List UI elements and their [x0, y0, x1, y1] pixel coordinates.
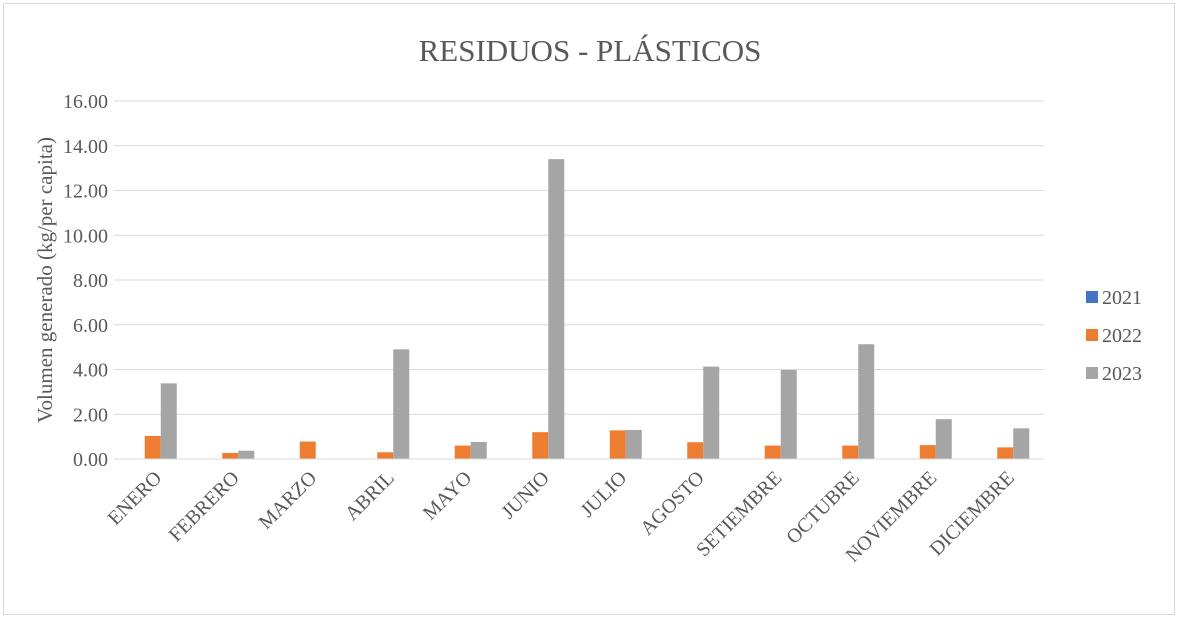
y-tick-label: 16.00: [63, 91, 108, 113]
y-tick-label: 8.00: [73, 270, 108, 292]
bar-2022-marzo: [299, 441, 316, 459]
legend-label: 2022: [1102, 325, 1142, 347]
y-tick-label: 2.00: [73, 404, 108, 426]
legend: 2021 2022 2023: [1086, 287, 1142, 385]
bar-2023-enero: [160, 383, 177, 459]
legend-swatch-2021: [1086, 291, 1098, 303]
y-axis-ticks: 0.00 2.00 4.00 6.00 8.00 10.00 12.00 14.00 16.00: [63, 91, 108, 471]
bar-2022-agosto: [687, 442, 704, 459]
bar-2022-diciembre: [997, 447, 1014, 459]
bar-2022-febrero: [222, 452, 239, 459]
bars: [144, 159, 1030, 460]
bar-2023-diciembre: [1013, 428, 1030, 459]
bar-2022-setiembre: [764, 445, 781, 459]
bar-2023-noviembre: [935, 419, 952, 459]
gridlines: [114, 100, 1044, 415]
legend-swatch-2022: [1086, 329, 1098, 341]
bar-2022-noviembre: [919, 445, 936, 459]
bar-2022-enero: [144, 435, 161, 459]
x-category-label: OCTUBRE: [782, 467, 864, 549]
bar-2023-mayo: [470, 441, 487, 459]
x-category-label: JULIO: [576, 467, 631, 522]
x-category-label: AGOSTO: [636, 467, 709, 540]
x-category-label: ABRIL: [341, 467, 399, 525]
x-category-label: MARZO: [255, 467, 322, 534]
y-axis-label: Volumen generado (kg/per capita): [33, 137, 57, 423]
bar-2023-agosto: [703, 366, 720, 459]
chart-title: RESIDUOS - PLÁSTICOS: [419, 33, 762, 68]
bar-2023-julio: [625, 429, 642, 459]
y-tick-label: 6.00: [73, 315, 108, 337]
bar-2023-febrero: [238, 450, 255, 459]
bar-2022-octubre: [842, 445, 859, 459]
legend-label: 2023: [1102, 363, 1142, 385]
y-tick-label: 0.00: [73, 449, 108, 471]
bar-2022-julio: [609, 430, 626, 459]
legend-swatch-2023: [1086, 367, 1098, 379]
bar-2023-setiembre: [780, 369, 797, 459]
x-category-label: ENERO: [104, 467, 167, 530]
bar-2022-abril: [377, 452, 394, 459]
y-tick-label: 12.00: [63, 181, 108, 203]
x-category-label: FEBRERO: [165, 467, 244, 546]
bar-2022-mayo: [454, 445, 471, 459]
y-tick-label: 14.00: [63, 136, 108, 158]
legend-label: 2021: [1102, 287, 1142, 309]
x-category-label: JUNIO: [497, 467, 553, 523]
bar-chart: RESIDUOS - PLÁSTICOS 0.00 2.00 4.00 6.00 8.0…: [33, 33, 1142, 567]
chart-container: RESIDUOS - PLÁSTICOS 0.00 2.00 4.00 6.00 8.0…: [3, 3, 1175, 615]
bar-2022-junio: [532, 432, 549, 459]
bar-2023-junio: [548, 159, 565, 460]
bar-2023-abril: [393, 349, 410, 459]
bar-2023-octubre: [858, 344, 875, 459]
y-tick-label: 10.00: [63, 225, 108, 247]
x-category-label: MAYO: [419, 467, 476, 524]
y-tick-label: 4.00: [73, 360, 108, 382]
